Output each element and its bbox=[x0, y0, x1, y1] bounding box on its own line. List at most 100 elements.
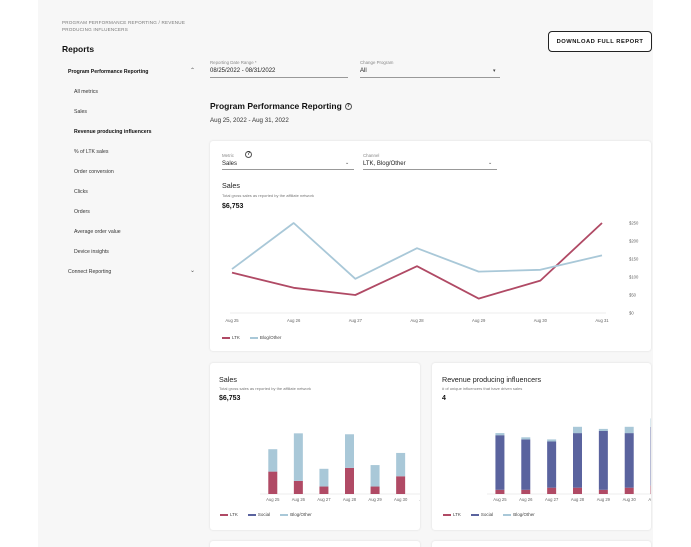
metric-label: Metric bbox=[222, 153, 234, 158]
x-tick-label: Aug 29 bbox=[472, 318, 486, 323]
page-title-text: Program Performance Reporting bbox=[210, 101, 342, 111]
help-icon[interactable]: ? bbox=[344, 103, 352, 111]
bar-social bbox=[624, 433, 634, 488]
legend-social: Social bbox=[470, 512, 494, 517]
bar-blog-other bbox=[319, 468, 329, 487]
reports-title: Reports bbox=[62, 44, 95, 54]
rpi-card-title: Revenue producing influencers bbox=[442, 375, 542, 384]
bar-ltk bbox=[319, 486, 329, 494]
sales-bar-chart-card: Sales Total gross sales as reported by t… bbox=[210, 363, 420, 530]
sidebar-item-clicks[interactable]: Clicks bbox=[74, 189, 88, 195]
bar-blog-other bbox=[345, 434, 354, 468]
bar-ltk bbox=[624, 487, 634, 494]
legend-blog-other-label: Blog/Other bbox=[290, 512, 312, 517]
channel-chevron-down-icon[interactable]: ⌄ bbox=[488, 160, 493, 166]
sidebar-item-order-conversion[interactable]: Order conversion bbox=[74, 169, 114, 175]
rpi-card-subtitle: # of unique influencers that have driven… bbox=[442, 386, 523, 391]
chevron-up-icon[interactable]: ⌃ bbox=[190, 68, 196, 74]
download-full-report-button[interactable]: DOWNLOAD FULL REPORT bbox=[548, 31, 652, 52]
y-tick-label: $200 bbox=[629, 239, 639, 244]
legend-ltk-label: LTK bbox=[230, 512, 238, 517]
sales-line-chart-card: Metric ? Sales ⌄ Channel LTK, Blog/Other… bbox=[210, 141, 651, 351]
channel-label: Channel bbox=[363, 153, 380, 158]
legend-blog-other-label: Blog/Other bbox=[259, 335, 282, 340]
sidebar-item-device-insights[interactable]: Device insights bbox=[74, 249, 109, 255]
sidebar-section-program-performance[interactable]: Program Performance Reporting bbox=[68, 69, 149, 75]
legend-blog-other: Blog/Other bbox=[280, 512, 312, 517]
bar-social bbox=[495, 435, 505, 490]
revenue-producing-influencers-card: Revenue producing influencers # of uniqu… bbox=[432, 363, 651, 530]
x-tick-label: Aug 25 bbox=[266, 497, 280, 502]
legend-social-label: Social bbox=[480, 512, 494, 517]
series-line-ltk bbox=[231, 222, 603, 300]
bar-blog-other bbox=[268, 449, 278, 472]
sidebar-section-connect-reporting[interactable]: Connect Reporting bbox=[68, 269, 112, 275]
metric-chevron-down-icon[interactable]: ⌄ bbox=[345, 160, 350, 166]
main-chart-total: $6,753 bbox=[222, 203, 244, 210]
x-tick-label: Aug 28 bbox=[343, 497, 357, 502]
x-tick-label: Aug 27 bbox=[317, 497, 331, 502]
bar-ltk bbox=[495, 489, 505, 494]
sidebar-item-all-metrics[interactable]: All metrics bbox=[74, 89, 98, 95]
bar-social bbox=[573, 433, 582, 488]
change-program-label: Change Program bbox=[360, 60, 394, 65]
x-tick-label: Aug 25 bbox=[493, 497, 507, 502]
sidebar-item-sales[interactable]: Sales bbox=[74, 109, 87, 115]
legend-blog-other-label: Blog/Other bbox=[513, 512, 535, 517]
change-program-underline bbox=[360, 77, 500, 78]
sales-card-title: Sales bbox=[219, 375, 237, 384]
bar-social bbox=[598, 431, 608, 490]
page-date-range: Aug 25, 2022 - Aug 31, 2022 bbox=[210, 117, 289, 124]
bar-blog-other bbox=[598, 428, 608, 431]
next-card-right bbox=[432, 541, 651, 547]
legend-social-label: Social bbox=[257, 512, 271, 517]
sales-line-chart: $0 $50 $100 $150 $200 $250 Aug 25 Aug 26 Aug 27 A… bbox=[225, 221, 639, 324]
bar-ltk bbox=[573, 487, 582, 494]
x-tick-label: Aug 25 bbox=[225, 318, 239, 323]
x-tick-label: Aug 30 bbox=[394, 497, 408, 502]
bar-blog-other bbox=[495, 433, 505, 436]
x-tick-label: Aug 28 bbox=[571, 497, 585, 502]
legend-ltk-label: LTK bbox=[453, 512, 461, 517]
x-tick-label: Aug 30 bbox=[534, 318, 548, 323]
page-title: Program Performance Reporting? bbox=[210, 101, 352, 111]
bar-blog-other bbox=[521, 437, 531, 440]
change-program-select[interactable]: All bbox=[360, 68, 367, 74]
next-card-left bbox=[210, 541, 420, 547]
bar-social bbox=[547, 441, 557, 488]
x-tick-label: Aug 31 bbox=[595, 318, 609, 323]
channel-underline bbox=[363, 169, 497, 170]
x-tick-label: Aug 30 bbox=[623, 497, 637, 502]
x-tick-label: Aug 26 bbox=[519, 497, 533, 502]
main-chart-subtitle: Total gross sales as reported by the aff… bbox=[222, 193, 314, 198]
x-tick-label: Aug 28 bbox=[410, 318, 424, 323]
metric-help-icon[interactable]: ? bbox=[245, 151, 252, 158]
breadcrumb[interactable]: PROGRAM PERFORMANCE REPORTING / REVENUE … bbox=[62, 20, 186, 32]
metric-underline bbox=[222, 169, 354, 170]
bar-blog-other bbox=[293, 433, 303, 481]
sidebar-item-revenue-producing-influencers[interactable]: Revenue producing influencers bbox=[74, 129, 152, 135]
x-tick-label: Aug 29 bbox=[368, 497, 382, 502]
y-tick-label: $150 bbox=[629, 257, 639, 262]
bar-ltk bbox=[268, 471, 278, 494]
caret-down-icon[interactable]: ▾ bbox=[493, 68, 496, 74]
bar-ltk bbox=[345, 467, 354, 494]
legend-social: Social bbox=[247, 512, 271, 517]
date-range-label: Reporting Date Range * bbox=[210, 60, 257, 65]
rpi-card-total: 4 bbox=[442, 395, 446, 402]
chevron-down-icon[interactable]: ⌄ bbox=[190, 268, 196, 274]
x-tick-label: Aug 31 bbox=[648, 497, 651, 502]
legend-ltk: LTK bbox=[220, 512, 238, 517]
sidebar-item-average-order-value[interactable]: Average order value bbox=[74, 229, 121, 235]
sales-card-subtitle: Total gross sales as reported by the aff… bbox=[219, 386, 311, 391]
metric-select[interactable]: Sales bbox=[222, 161, 238, 167]
x-tick-label: Aug 27 bbox=[349, 318, 363, 323]
x-tick-label: Aug 27 bbox=[545, 497, 559, 502]
sales-card-total: $6,753 bbox=[219, 395, 241, 402]
channel-select[interactable]: LTK, Blog/Other bbox=[363, 161, 406, 167]
sidebar-item-ltk-sales-percent[interactable]: % of LTK sales bbox=[74, 149, 109, 155]
sidebar-item-orders[interactable]: Orders bbox=[74, 209, 90, 215]
date-range-field[interactable]: 08/25/2022 - 08/31/2022 bbox=[210, 68, 276, 74]
